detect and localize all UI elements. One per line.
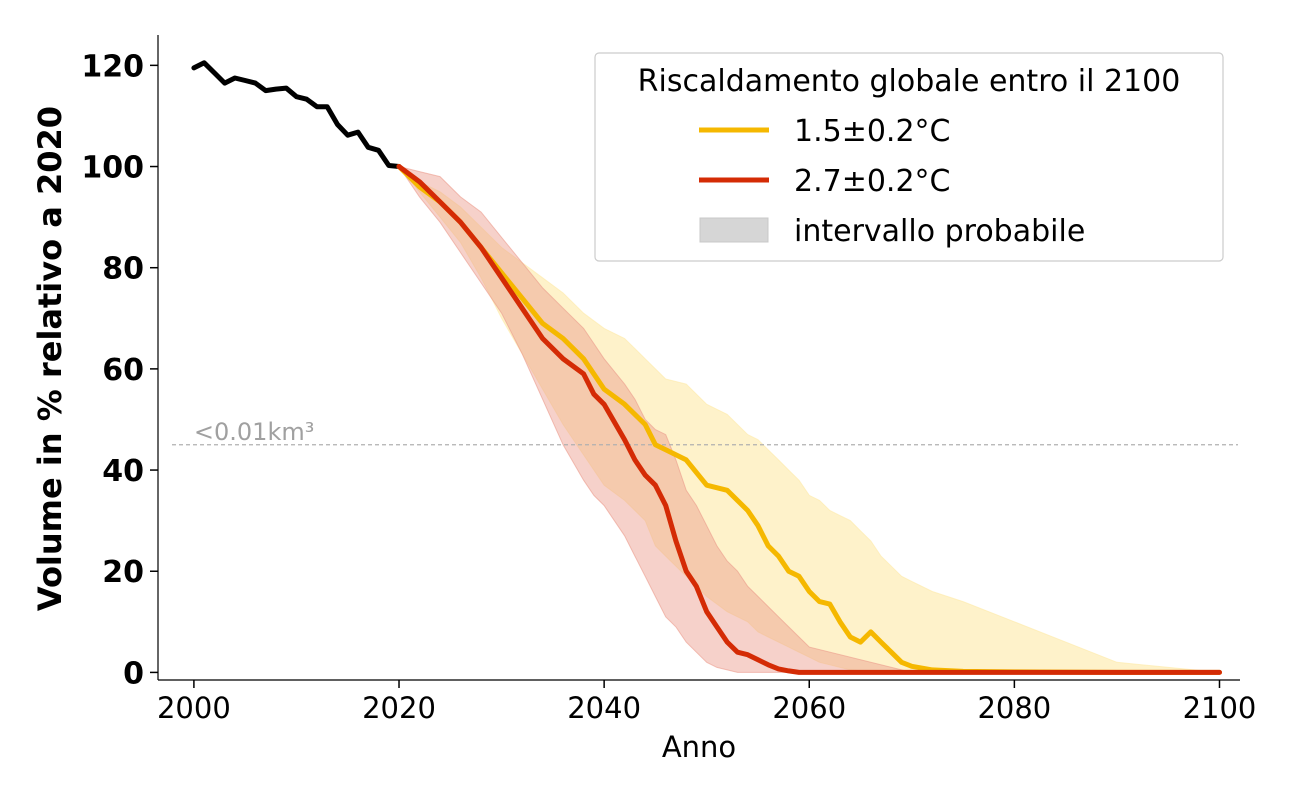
x-tick-label: 2100 <box>1183 691 1257 725</box>
legend-frame <box>594 52 1224 262</box>
legend-title: Riscaldamento globale entro il 2100 <box>638 64 1181 99</box>
y-tick-label: 20 <box>102 555 144 590</box>
historical-line <box>191 60 402 169</box>
legend-swatch-likely-range <box>699 217 769 243</box>
y-axis-label: Volume in % relativo a 2020 <box>31 106 69 611</box>
series-line-1-5c <box>396 164 1222 675</box>
y-tick-label: 100 <box>81 151 144 186</box>
legend: Riscaldamento globale entro il 2100 1.5±… <box>594 52 1224 262</box>
x-ticks: 2000 2020 2040 2060 2080 2100 <box>157 680 1256 725</box>
y-tick-label: 0 <box>123 656 144 691</box>
axes <box>157 35 1240 681</box>
y-tick-label: 80 <box>102 252 144 287</box>
x-tick-label: 2000 <box>157 691 231 725</box>
legend-label-1-5c: 1.5±0.2°C <box>794 114 951 149</box>
legend-label-likely-range: intervallo probabile <box>794 214 1085 249</box>
y-tick-label: 40 <box>102 454 144 489</box>
x-tick-label: 2060 <box>772 691 846 725</box>
threshold-label: <0.01km³ <box>194 418 314 446</box>
series-lines <box>191 60 1222 675</box>
x-tick-label: 2020 <box>362 691 436 725</box>
y-tick-label: 60 <box>102 353 144 388</box>
y-ticks: 0 20 40 60 80 100 120 <box>81 49 158 691</box>
x-tick-label: 2080 <box>977 691 1051 725</box>
y-tick-label: 120 <box>81 49 144 84</box>
x-tick-label: 2040 <box>567 691 641 725</box>
band-2-7c <box>397 165 1220 673</box>
series-line-2-7c <box>396 164 1222 675</box>
x-axis-label: Anno <box>662 730 736 764</box>
legend-label-2-7c: 2.7±0.2°C <box>794 164 951 199</box>
